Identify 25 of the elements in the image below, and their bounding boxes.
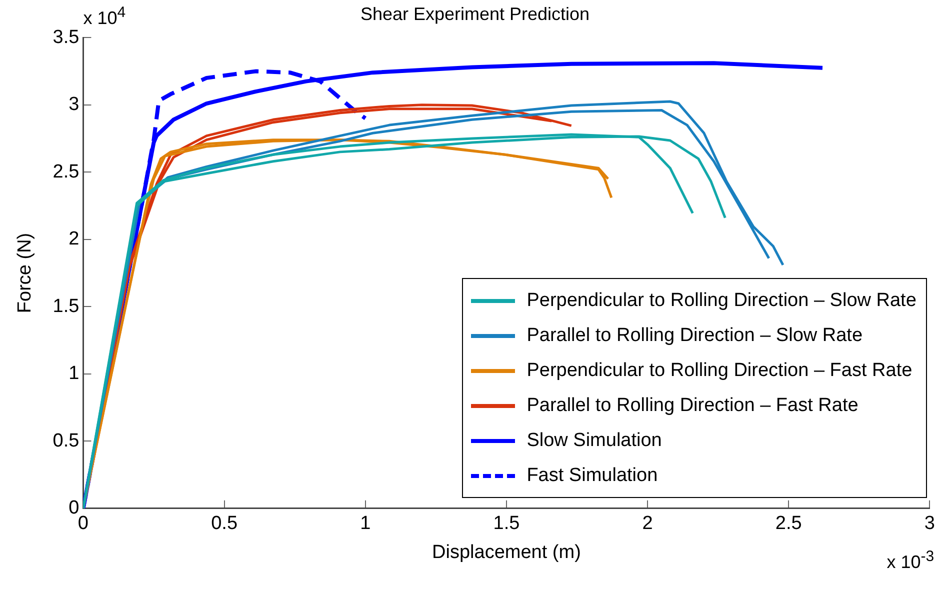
y-tick-label: 0.5 [52, 430, 80, 452]
y-tick-label: 1.5 [52, 296, 80, 317]
y-tick-label: 3.5 [52, 26, 80, 48]
legend-label: Parallel to Rolling Direction – Slow Rate [526, 324, 863, 347]
x-tick-label: 1.5 [493, 513, 520, 534]
y-tick-label: 0 [68, 498, 80, 519]
x-tick-label: 3 [924, 513, 936, 534]
legend-label: Slow Simulation [526, 430, 662, 452]
y-tick-label: 2 [68, 228, 80, 250]
legend-label: Perpendicular to Rolling Direction – Fast Rate [526, 360, 912, 382]
legend-label: Perpendicular to Rolling Direction – Slow Rate [526, 290, 916, 312]
text: x 10$^{4}$ [83, 4, 126, 29]
y-tick-label: 2.5 [52, 161, 80, 182]
legend-label: Parallel to Rolling Direction – Fast Rate [526, 394, 858, 417]
text: x 10$^{-3}$ [886, 548, 934, 574]
y-axis-title: Force (N) [14, 232, 36, 314]
x-tick-label: 1 [360, 513, 371, 534]
x-tick-label: 2.5 [775, 513, 802, 534]
x-tick-label: 0.5 [211, 513, 238, 534]
chart-title: Shear Experiment Prediction [360, 4, 590, 24]
x-tick-label: 2 [642, 513, 653, 534]
y-tick-label: 3 [68, 94, 80, 116]
y-tick-label: 1 [68, 363, 80, 384]
x-axis-title: Displacement (m) [432, 542, 581, 563]
legend-label: Fast Simulation [526, 464, 658, 487]
